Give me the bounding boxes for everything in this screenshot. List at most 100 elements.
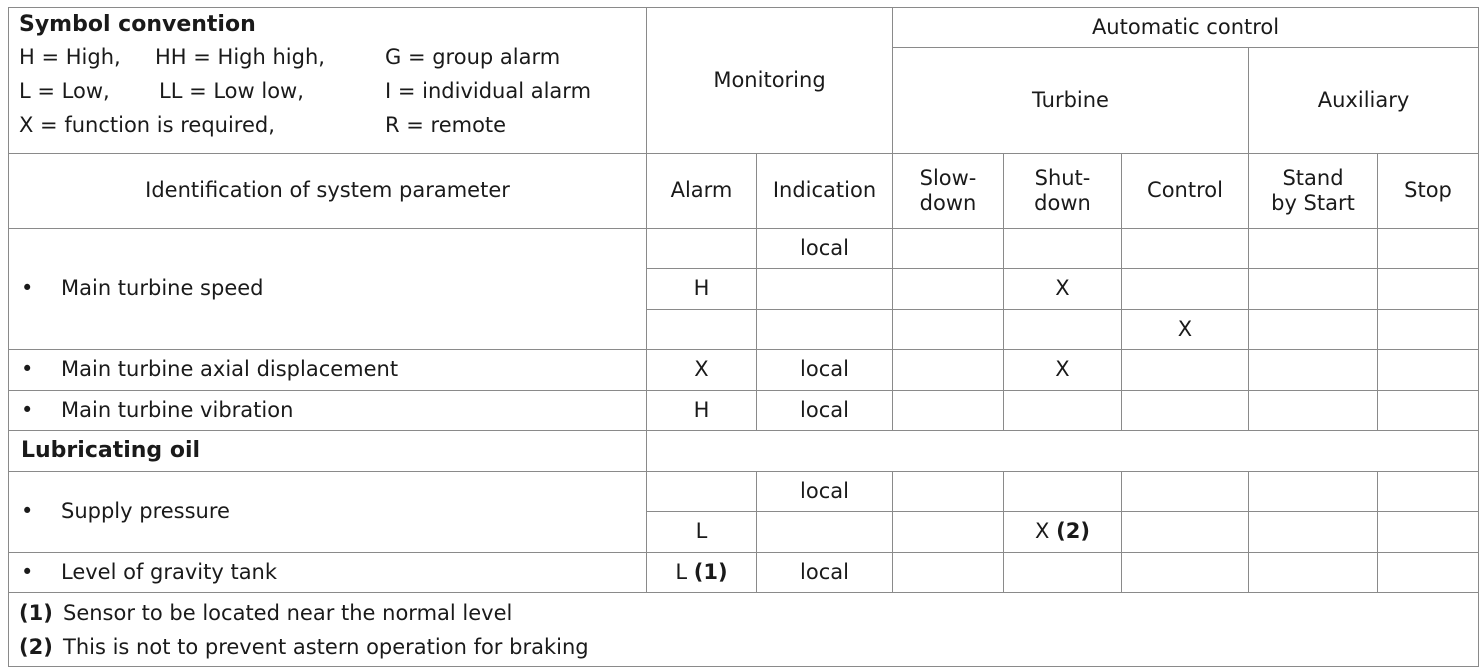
indication-cell: local [756,552,893,593]
note-reference: (1) [693,559,728,584]
control-cell [1121,511,1249,553]
legend-line: L = Low, LL = Low low, I = individual al… [19,74,636,108]
legend-line: X = function is required, R = remote [19,108,636,142]
parameter-label: Supply pressure [61,499,230,524]
alarm-header: Alarm [646,153,757,229]
table-row: • Main turbine vibration H local [8,390,1480,431]
legend-item: HH = High high, [155,45,325,70]
parameter-main-turbine-speed: • Main turbine speed [8,228,647,350]
note-item: (1) Sensor to be located near the normal … [19,596,1468,630]
symbol-convention-legend: Symbol convention H = High, HH = High hi… [8,7,647,154]
indication-cell: local [756,349,893,391]
stop-cell [1376,552,1480,593]
stop-header: Stop [1376,153,1480,229]
standby-start-header: Stand by Start [1248,153,1378,229]
alarm-cell [646,471,757,512]
identification-header: Identification of system parameter [8,153,647,229]
turbine-header: Turbine [892,47,1249,154]
note-ref: (2) [19,634,53,659]
legend-item: L = Low, [19,79,110,104]
shutdown-header: Shut- down [1003,153,1122,229]
shutdown-cell [1003,390,1122,431]
shutdown-cell: X [1003,349,1122,391]
slowdown-cell [892,511,1004,553]
indication-cell: local [756,228,893,269]
automatic-control-header: Automatic control [891,7,1480,48]
section-row: Lubricating oil [8,430,1480,472]
shutdown-cell: X [1003,268,1122,310]
slowdown-header: Slow- down [892,153,1004,229]
alarm-cell [646,228,757,269]
section-lubricating-oil: Lubricating oil [8,430,647,472]
stop-cell [1376,228,1480,269]
stop-cell [1376,309,1480,350]
legend-item: G = group alarm [385,45,561,70]
indication-header: Indication [756,153,893,229]
legend-title: Symbol convention [19,12,256,37]
parameter-label: Main turbine axial displacement [61,357,399,382]
legend-line: H = High, HH = High high, G = group alar… [19,40,636,74]
shutdown-cell [1003,552,1122,593]
slowdown-cell [892,471,1004,512]
slowdown-cell [892,268,1004,310]
monitoring-header: Monitoring [646,7,893,154]
alarm-cell: X [646,349,757,391]
shutdown-value: X [1035,519,1050,544]
parameter-gravity-tank: • Level of gravity tank [8,552,647,593]
control-cell [1121,390,1249,431]
alarm-cell: L [646,511,757,553]
legend-item: X = function is required, [19,113,275,138]
stop-cell [1376,511,1480,553]
control-cell [1121,268,1249,310]
bullet-glyph: • [21,499,34,524]
legend-item: LL = Low low, [159,79,304,104]
stop-cell [1376,390,1480,431]
standby-start-cell [1248,349,1378,391]
standby-start-cell [1248,309,1378,350]
alarm-cell: H [646,268,757,310]
control-header: Control [1121,153,1249,229]
table-row: L X (2) [9,511,1480,553]
alarm-cell: H [646,390,757,431]
parameter-label: Level of gravity tank [61,559,278,584]
indication-cell [756,511,893,553]
bullet-glyph: • [21,559,34,584]
alarm-value: L [675,559,688,584]
slowdown-cell [892,228,1004,269]
section-filler [645,430,1480,472]
control-cell [1121,552,1249,593]
table-row: • Level of gravity tank L (1) local [8,552,1480,593]
alarm-cell: L (1) [646,552,757,593]
stop-cell [1376,268,1480,310]
notes-row: (1) Sensor to be located near the normal … [7,592,1480,667]
parameter-label: Main turbine speed [61,276,264,301]
indication-cell: local [756,471,893,512]
slowdown-cell [892,390,1004,431]
alarm-cell [646,309,757,350]
control-cell [1121,471,1249,512]
auxiliary-header: Auxiliary [1247,47,1480,154]
control-cell [1121,349,1249,391]
standby-start-cell [1248,228,1378,269]
monitoring-control-table: Symbol convention H = High, HH = High hi… [7,7,1480,667]
indication-cell: local [756,390,893,431]
legend-item: I = individual alarm [385,79,592,104]
legend-item: R = remote [385,113,507,138]
control-cell [1121,228,1249,269]
notes: (1) Sensor to be located near the normal … [7,592,1480,667]
note-ref: (1) [19,600,53,625]
stop-cell [1376,349,1480,391]
table-row: • Main turbine speed local [8,228,1480,350]
slowdown-cell [892,349,1004,391]
note-reference: (2) [1056,519,1090,544]
note-text: Sensor to be located near the normal lev… [63,600,513,625]
parameter-vibration: • Main turbine vibration [8,390,647,431]
table-row: • Main turbine axial displacement X local… [8,349,1480,391]
parameter-axial-displacement: • Main turbine axial displacement [8,349,647,391]
parameter-supply-pressure: • Supply pressure [8,471,647,553]
stop-cell [1376,471,1480,512]
standby-start-cell [1248,511,1378,553]
indication-cell [756,268,893,310]
shutdown-cell [1003,228,1122,269]
shutdown-cell [1003,309,1122,350]
